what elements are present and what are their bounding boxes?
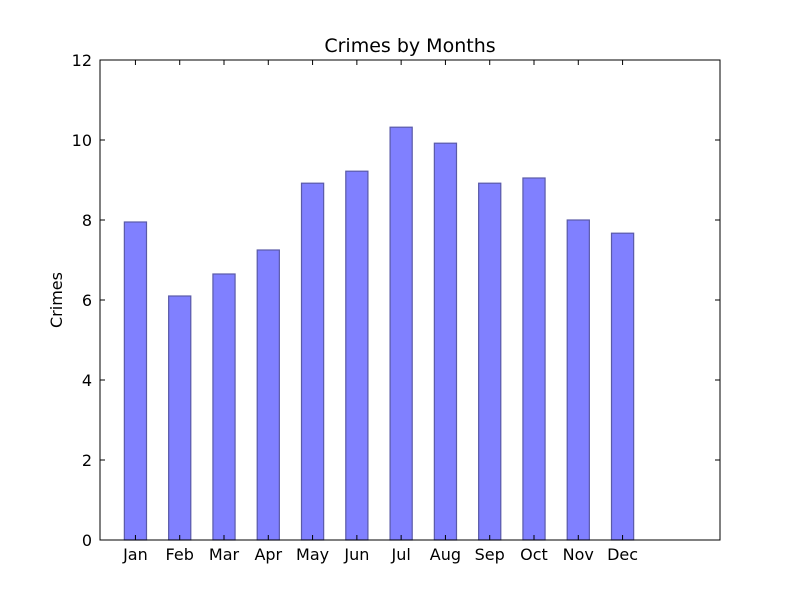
bar-dec	[610, 232, 635, 541]
y-axis-title: Crimes	[47, 272, 66, 328]
plot-area-frame	[99, 59, 721, 541]
bar-may	[300, 182, 325, 541]
x-tick-label-jun: Jun	[343, 545, 369, 564]
x-tick-label-sep: Sep	[475, 545, 505, 564]
bar-sep	[478, 182, 502, 541]
x-axis-ticks: Jan Feb Mar Apr May Jun Jul Aug Sep Oct Nov Dec	[122, 60, 638, 564]
bar-feb	[168, 295, 192, 541]
x-tick-label-may: May	[296, 545, 329, 564]
x-tick-label-apr: Apr	[254, 545, 282, 564]
bar-jan	[123, 221, 148, 541]
bar-apr	[256, 249, 280, 541]
bar-aug	[433, 142, 458, 541]
x-tick-label-nov: Nov	[563, 545, 594, 564]
y-axis-ticks: 0 2 4 6 8 10 12	[72, 51, 720, 550]
x-tick-label-mar: Mar	[209, 545, 240, 564]
y-tick-label: 8	[82, 211, 92, 230]
bar-nov	[566, 219, 590, 541]
chart-title: Crimes by Months	[324, 35, 495, 57]
y-tick-label: 4	[82, 371, 92, 390]
bars-group	[123, 126, 635, 541]
bar-oct	[522, 177, 546, 541]
bar-jun	[345, 170, 369, 541]
x-tick-label-jul: Jul	[390, 545, 410, 564]
y-tick-label: 6	[82, 291, 92, 310]
bar-mar	[212, 273, 236, 541]
y-tick-label: 10	[72, 131, 92, 150]
x-tick-label-dec: Dec	[607, 545, 638, 564]
y-tick-label: 12	[72, 51, 92, 70]
x-tick-label-jan: Jan	[122, 545, 148, 564]
x-tick-label-oct: Oct	[520, 545, 548, 564]
y-tick-label: 0	[82, 531, 92, 550]
y-tick-label: 2	[82, 451, 92, 470]
x-tick-label-feb: Feb	[166, 545, 194, 564]
x-tick-label-aug: Aug	[430, 545, 461, 564]
bar-jul	[389, 126, 413, 541]
